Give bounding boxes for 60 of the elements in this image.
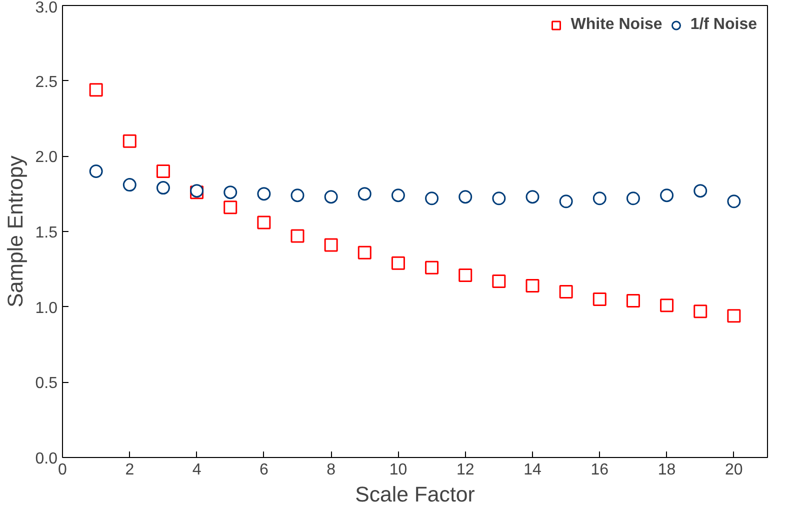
point [592, 192, 606, 206]
point [458, 268, 472, 282]
point [257, 216, 271, 230]
point [559, 194, 573, 208]
point [458, 190, 472, 204]
point [89, 83, 103, 97]
legend-label: 1/f Noise [690, 16, 757, 34]
point [391, 256, 405, 270]
point [660, 298, 674, 312]
point [425, 260, 439, 274]
point [425, 192, 439, 206]
x-tick-label: 6 [259, 462, 268, 478]
y-tick-label: 0.5 [35, 375, 58, 392]
x-tick-label: 0 [58, 462, 68, 478]
y-tick-label: 2.0 [35, 149, 58, 166]
y-axis-title: Sample Entropy [3, 155, 28, 308]
x-tick-label: 2 [125, 462, 134, 478]
x-axis-title: Scale Factor [355, 482, 475, 506]
point [492, 192, 506, 206]
x-tick-label: 4 [192, 462, 202, 478]
point [89, 164, 103, 178]
point [324, 238, 338, 252]
legend-label: White Noise [570, 16, 662, 34]
point [224, 186, 238, 200]
y-tick-label: 1.0 [35, 300, 58, 317]
point [156, 164, 170, 178]
point [660, 188, 674, 202]
x-tick-label: 10 [389, 462, 408, 478]
point [559, 285, 573, 299]
x-tick-label: 12 [456, 462, 474, 478]
point [592, 292, 606, 306]
point [224, 200, 238, 214]
x-tick-label: 18 [658, 462, 676, 478]
point [727, 309, 741, 323]
point [492, 274, 506, 288]
point [156, 181, 170, 195]
point [526, 278, 540, 292]
point [122, 134, 136, 148]
point [626, 192, 640, 206]
y-tick-label: 0.0 [35, 450, 58, 468]
point [358, 187, 372, 201]
point [290, 188, 304, 202]
point [257, 187, 271, 201]
point [324, 190, 338, 204]
point [626, 294, 640, 308]
point [694, 184, 708, 198]
point [526, 190, 540, 204]
point [358, 246, 372, 260]
x-tick-label: 20 [725, 462, 743, 478]
x-tick-label: 8 [326, 462, 336, 478]
y-tick-label: 2.5 [35, 74, 58, 91]
point [727, 194, 741, 208]
x-tick-label: 14 [524, 462, 542, 478]
point [391, 188, 405, 202]
x-tick-label: 16 [590, 462, 609, 478]
y-tick-label: 1.5 [35, 224, 58, 242]
point [694, 304, 708, 318]
y-tick-label: 3.0 [35, 0, 58, 16]
point [122, 178, 136, 192]
point [290, 229, 304, 243]
